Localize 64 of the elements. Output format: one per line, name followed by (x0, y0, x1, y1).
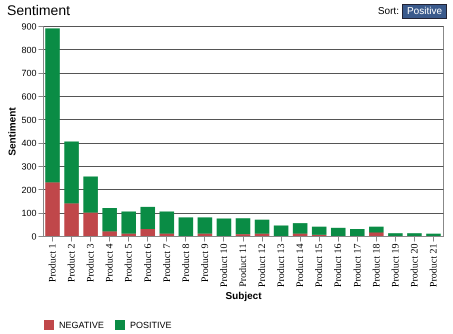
bar (140, 229, 156, 236)
bar (102, 208, 117, 232)
x-tick-label: Product 4 (104, 244, 116, 282)
x-tick-label: Product 21 (428, 244, 440, 288)
y-tick-label: 400 (21, 138, 36, 148)
sort-dropdown: Positive (402, 4, 447, 19)
x-tick-label: Product 1 (48, 244, 59, 282)
bar (83, 212, 98, 236)
bar (160, 212, 174, 234)
bar (64, 203, 79, 236)
bar (102, 231, 117, 236)
text: Sort: (378, 6, 399, 17)
x-tick-label: Product 9 (200, 244, 211, 282)
y-tick-label: 200 (21, 184, 36, 195)
bar (369, 232, 384, 236)
x-tick-label: Product 11 (238, 244, 249, 287)
x-tick-label: Product 18 (371, 244, 382, 288)
y-tick-label: 800 (21, 44, 36, 55)
bar (121, 212, 136, 234)
legend-label: POSITIVE (130, 320, 172, 330)
bar (407, 233, 422, 236)
chart-title: Sentiment (6, 2, 70, 18)
bar (140, 206, 156, 229)
y-axis-title: Sentiment (7, 106, 18, 156)
x-tick-label: Product 7 (162, 244, 173, 282)
y-tick-label: 600 (21, 92, 36, 102)
bar (292, 223, 308, 234)
x-tick-label: Product 16 (333, 244, 344, 288)
bar (388, 233, 403, 236)
y-tick-label: 300 (21, 162, 36, 172)
y-tick-label: 0 (31, 232, 36, 242)
bar (83, 176, 98, 213)
x-tick-label: Product 6 (142, 244, 154, 282)
bar (274, 226, 288, 236)
x-tick-label: Product 13 (276, 244, 288, 288)
bar (45, 182, 60, 236)
y-tick-label: 500 (21, 114, 36, 125)
x-tick-label: Product 12 (257, 244, 268, 288)
bar (64, 142, 79, 204)
x-tick-label: Product 10 (218, 244, 230, 288)
bar (312, 226, 326, 235)
x-tick-label: Product 19 (390, 244, 402, 288)
legend-label: NEGATIVE (59, 320, 104, 330)
y-tick-label: 100 (21, 208, 36, 218)
x-tick-label: Product 5 (124, 244, 135, 282)
x-tick-label: Product 3 (86, 244, 97, 282)
x-axis-title: Subject (225, 291, 262, 302)
x-tick-label: Product 8 (180, 244, 192, 282)
bar (198, 217, 212, 234)
x-tick-label: Product 17 (352, 244, 364, 288)
bar (350, 229, 365, 236)
bar (216, 218, 232, 236)
bar (330, 228, 346, 236)
bar (236, 218, 250, 234)
bar (369, 226, 384, 232)
x-tick-label: Product 14 (295, 244, 306, 288)
bar (178, 217, 194, 236)
bar (254, 220, 270, 234)
x-tick-label: Product 2 (66, 244, 78, 282)
bar (45, 28, 60, 182)
y-tick-label: 900 (21, 22, 36, 32)
x-tick-label: Product 20 (409, 244, 420, 288)
y-tick-label: 700 (21, 68, 36, 78)
x-tick-label: Product 15 (314, 244, 326, 288)
